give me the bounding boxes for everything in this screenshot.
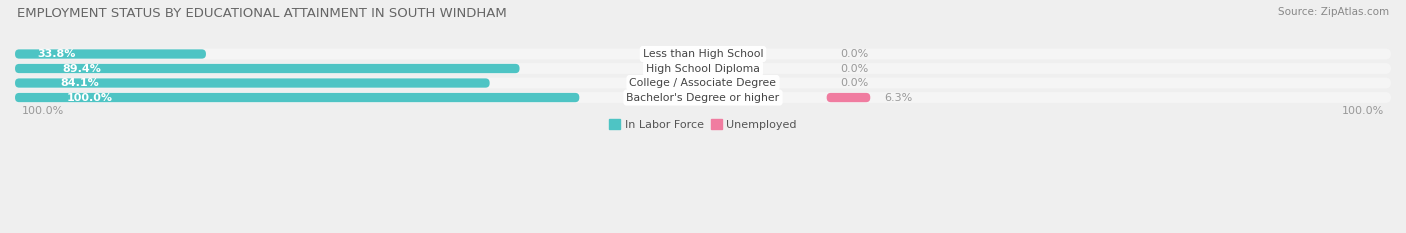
Text: High School Diploma: High School Diploma xyxy=(647,64,759,73)
Text: 6.3%: 6.3% xyxy=(884,93,912,103)
FancyBboxPatch shape xyxy=(15,63,1391,74)
Text: 84.1%: 84.1% xyxy=(60,78,98,88)
Legend: In Labor Force, Unemployed: In Labor Force, Unemployed xyxy=(605,115,801,134)
FancyBboxPatch shape xyxy=(15,64,520,73)
Text: 100.0%: 100.0% xyxy=(67,93,112,103)
Text: 0.0%: 0.0% xyxy=(841,64,869,73)
FancyBboxPatch shape xyxy=(15,92,1391,103)
Text: College / Associate Degree: College / Associate Degree xyxy=(630,78,776,88)
FancyBboxPatch shape xyxy=(15,78,489,88)
Text: 100.0%: 100.0% xyxy=(1341,106,1384,116)
Text: 89.4%: 89.4% xyxy=(62,64,101,73)
Text: 0.0%: 0.0% xyxy=(841,49,869,59)
Text: Less than High School: Less than High School xyxy=(643,49,763,59)
Text: Bachelor's Degree or higher: Bachelor's Degree or higher xyxy=(627,93,779,103)
FancyBboxPatch shape xyxy=(827,93,870,102)
FancyBboxPatch shape xyxy=(15,49,205,59)
Text: Source: ZipAtlas.com: Source: ZipAtlas.com xyxy=(1278,7,1389,17)
Text: 100.0%: 100.0% xyxy=(22,106,65,116)
FancyBboxPatch shape xyxy=(15,48,1391,59)
FancyBboxPatch shape xyxy=(15,78,1391,89)
Text: 0.0%: 0.0% xyxy=(841,78,869,88)
FancyBboxPatch shape xyxy=(15,93,579,102)
Text: EMPLOYMENT STATUS BY EDUCATIONAL ATTAINMENT IN SOUTH WINDHAM: EMPLOYMENT STATUS BY EDUCATIONAL ATTAINM… xyxy=(17,7,506,20)
Text: 33.8%: 33.8% xyxy=(38,49,76,59)
